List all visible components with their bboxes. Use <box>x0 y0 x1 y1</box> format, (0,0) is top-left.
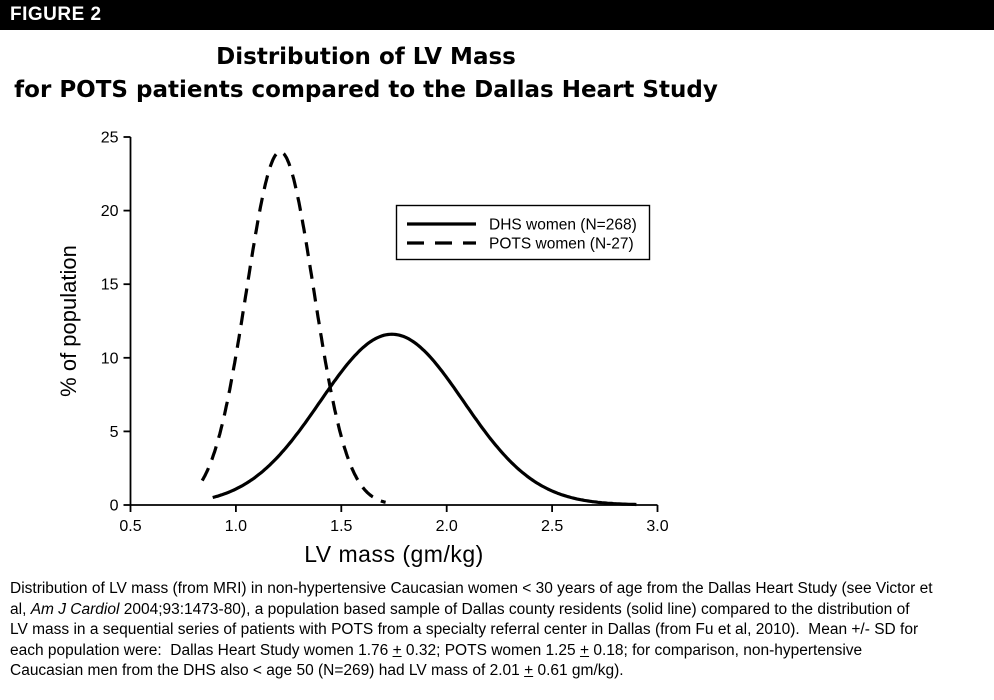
figure-header-bar: FIGURE 2 <box>0 0 994 30</box>
x-tick-label: 1.0 <box>225 518 247 535</box>
caption-plus-minus: + <box>579 641 590 659</box>
caption-plus-minus: + <box>524 662 534 679</box>
caption-line: each population were: Dallas Heart Study… <box>10 641 988 662</box>
chart-title-line2: for POTS patients compared to the Dallas… <box>14 77 718 103</box>
x-tick-label: 0.5 <box>119 518 141 535</box>
y-tick-label: 25 <box>101 130 119 147</box>
series-curve-dashed <box>200 150 387 504</box>
caption-line: LV mass in a sequential series of patien… <box>10 620 988 641</box>
caption-text: 2004;93:1473-80), a population based sam… <box>119 600 910 618</box>
x-tick-label: 2.0 <box>436 518 458 535</box>
y-tick-label: 20 <box>101 203 119 220</box>
legend-label: DHS women (N=268) <box>489 217 637 234</box>
series-curve-solid <box>212 332 637 507</box>
chart: 0.5 1.0 1.5 2.0 2.5 3.0 0 5 10 15 20 25 LV mass (gm/… <box>56 130 669 568</box>
caption-text: Caucasian men from the DHS also < age 50… <box>10 662 525 679</box>
x-tick-label: 2.5 <box>541 518 563 535</box>
x-tick-label: 1.5 <box>330 518 352 535</box>
caption-text: 0.18; for comparison, non-hypertensive <box>589 641 863 659</box>
caption-text: each population were: Dallas Heart Study… <box>10 641 393 659</box>
caption-line: al, Am J Cardiol 2004;93:1473-80), a pop… <box>10 600 988 621</box>
legend-box <box>395 204 651 261</box>
caption-line: Caucasian men from the DHS also < age 50… <box>10 661 988 682</box>
caption-italic-text: Am J Cardiol <box>30 600 120 618</box>
y-axis-title: % of population <box>56 245 81 397</box>
chart-title: Distribution of LV Mass for POTS patient… <box>0 41 732 107</box>
chart-title-line1: Distribution of LV Mass <box>216 44 516 70</box>
caption-text: LV mass in a sequential series of patien… <box>10 621 919 638</box>
legend-label: POTS women (N-27) <box>489 236 634 253</box>
caption-line: Distribution of LV mass (from MRI) in no… <box>10 579 988 600</box>
caption-text: 0.32; POTS women 1.25 <box>401 641 580 659</box>
y-tick-label: 15 <box>101 277 119 294</box>
figure-label: FIGURE 2 <box>10 4 102 25</box>
caption-text: al, <box>10 600 31 618</box>
y-tick-label: 0 <box>110 498 119 515</box>
figure-caption: Distribution of LV mass (from MRI) in no… <box>10 579 988 682</box>
caption-plus-minus: + <box>392 641 402 659</box>
x-axis-title: LV mass (gm/kg) <box>304 541 484 567</box>
y-tick-label: 5 <box>110 424 119 441</box>
y-tick-label: 10 <box>101 350 119 367</box>
caption-text: Distribution of LV mass (from MRI) in no… <box>10 580 933 597</box>
x-tick-label: 3.0 <box>646 518 668 535</box>
caption-text: 0.61 gm/kg). <box>533 662 624 679</box>
